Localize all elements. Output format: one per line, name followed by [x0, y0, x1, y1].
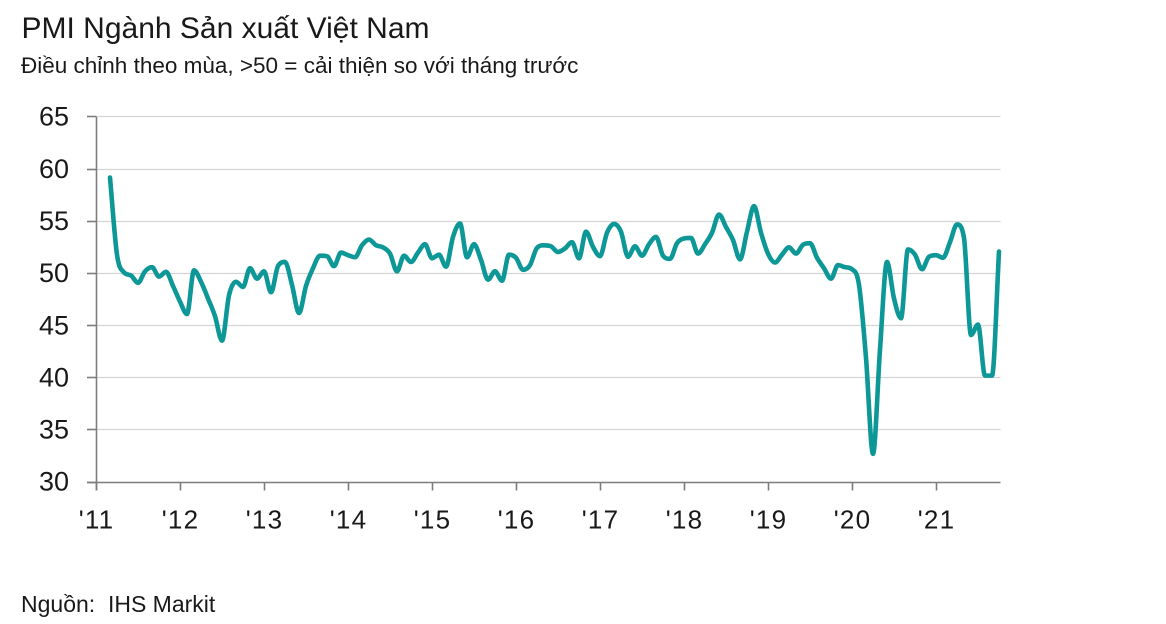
svg-text:'11: '11 [79, 505, 115, 535]
svg-text:60: 60 [39, 154, 69, 184]
svg-text:50: 50 [39, 258, 69, 288]
svg-text:'13: '13 [246, 505, 283, 535]
svg-text:'19: '19 [750, 505, 787, 535]
svg-text:'16: '16 [498, 505, 535, 535]
svg-text:35: 35 [39, 415, 69, 445]
svg-text:'12: '12 [162, 505, 199, 535]
svg-text:'15: '15 [414, 505, 451, 535]
svg-text:'17: '17 [582, 505, 619, 535]
svg-text:30: 30 [39, 467, 69, 497]
svg-text:'18: '18 [666, 505, 703, 535]
svg-text:55: 55 [39, 206, 69, 236]
svg-text:65: 65 [39, 102, 69, 132]
svg-text:'20: '20 [834, 505, 871, 535]
svg-text:'21: '21 [918, 505, 955, 535]
svg-text:45: 45 [39, 310, 69, 340]
svg-text:'14: '14 [330, 505, 367, 535]
svg-text:40: 40 [39, 362, 69, 392]
